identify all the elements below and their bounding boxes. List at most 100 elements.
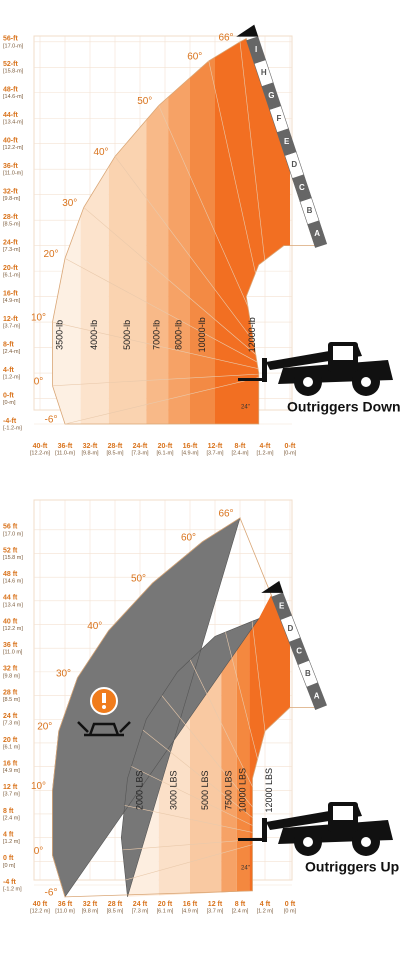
y-tick-label: 36 ft [3,642,18,649]
y-tick-sub: [17.0-m] [3,43,24,49]
y-tick-label: 24-ft [3,239,18,246]
y-tick-label: 0-ft [3,392,15,399]
extension-label: A [314,691,320,700]
x-tick-sub: [0 m] [284,908,297,914]
x-tick-label: 16 ft [183,901,198,908]
angle-label: 66° [218,509,233,520]
x-tick-label: 8-ft [235,443,247,450]
fork-offset: 24" [241,405,250,411]
angle-label: 10° [31,313,46,324]
y-tick-label: -4-ft [3,418,17,425]
x-tick-label: 24 ft [133,901,148,908]
zone-label: 10000-lb [197,317,207,352]
cab-window [333,806,353,820]
x-tick-sub: [6.1-m] [156,450,174,456]
y-tick-sub: [0-m] [3,400,16,406]
x-tick-label: 32 ft [83,901,98,908]
radial-line [52,372,278,387]
x-tick-label: 20-ft [158,443,173,450]
hub [361,377,371,387]
panel: 56-ft[17.0-m] 52-ft[15.8-m] 48-ft[14.6-m] 4… [3,24,400,456]
x-tick-sub: [12.2-m] [30,450,51,456]
y-tick-sub: [15.8-m] [3,69,24,75]
y-tick-label: 20 ft [3,737,18,744]
radial-line [114,156,278,374]
extension-label: C [299,183,305,192]
zone-label: 2000 LBS [134,771,144,811]
zone-label: 3000 LBS [169,771,179,811]
angle-label: 10° [31,781,46,792]
boom-tip [236,24,259,37]
y-tick-sub: [6.1 m] [3,744,20,750]
y-tick-sub: [12.2-m] [3,145,24,151]
y-tick-sub: [12.2 m] [3,626,23,632]
x-tick-label: 36 ft [58,901,73,908]
extension-label: H [261,68,267,77]
x-tick-label: 8 ft [235,901,246,908]
y-tick-label: 52 ft [3,547,18,554]
x-tick-label: 20 ft [158,901,173,908]
zone-label: 10000 LBS [238,768,248,813]
hub [303,377,313,387]
x-tick-label: 12-ft [208,443,223,450]
y-tick-label: 56 ft [3,524,18,531]
y-tick-label: 4 ft [3,831,14,838]
hub [303,837,313,847]
y-tick-sub: [8.5-m] [3,222,21,228]
envelope-outline [52,517,316,898]
x-tick-sub: [11.0-m] [55,450,75,456]
zone-label: 12000-lb [247,317,257,352]
angle-label: 60° [181,532,196,543]
y-tick-label: 44-ft [3,112,18,119]
x-tick-label: 40 ft [33,901,48,908]
radial-line [121,789,278,838]
zone-label: 8000-lb [173,320,183,350]
x-tick-label: 40-ft [33,443,48,450]
y-tick-sub: [3.7 m] [3,792,20,798]
y-tick-label: 56-ft [3,36,18,43]
x-tick-label: 4 ft [260,901,271,908]
extension-label: B [305,669,311,678]
y-tick-label: 4-ft [3,367,15,374]
x-tick-sub: [4.9-m] [181,450,199,456]
radial-line [64,258,278,374]
x-tick-sub: [2.4-m] [231,450,249,456]
y-tick-label: 8 ft [3,808,14,815]
x-tick-sub: [1.2-m] [256,450,274,456]
hub [361,837,371,847]
x-tick-sub: [1.2 m] [257,908,274,914]
x-tick-sub: [4.9 m] [182,908,199,914]
zone-band [249,594,290,897]
extension-box [271,592,292,620]
y-tick-sub: [8.5 m] [3,697,20,703]
x-tick-sub: [0-m] [284,450,297,456]
warning-icon [77,687,131,737]
zone-label: 7000-lb [152,320,162,350]
y-tick-label: 12 ft [3,784,18,791]
y-tick-sub: [1.2-m] [3,374,21,380]
extension-label: F [277,114,282,123]
zone-band [190,38,215,425]
x-tick-label: 28 ft [108,901,123,908]
angle-label: 50° [131,574,146,585]
y-tick-sub: [14.6 m] [3,579,23,585]
radial-line [121,730,278,838]
angle-label: 40° [87,621,102,632]
x-tick-label: 0-ft [285,443,297,450]
angle-label: 50° [137,96,152,107]
x-tick-sub: [7.3-m] [131,450,149,456]
y-tick-label: -4 ft [3,879,17,886]
y-tick-sub: [9.8 m] [3,673,20,679]
y-tick-label: 16 ft [3,760,18,767]
boom-tip [261,580,284,593]
radial-line [64,372,278,425]
y-tick-label: 48 ft [3,571,18,578]
x-tick-sub: [7.3 m] [132,908,149,914]
x-tick-sub: [9.8 m] [82,908,99,914]
radial-line [83,207,278,374]
x-tick-label: 12 ft [208,901,223,908]
extension-box [246,36,266,64]
angle-label: 0° [34,376,44,387]
x-tick-sub: [12.2 m] [30,908,50,914]
y-tick-sub: [2.4-m] [3,349,21,355]
